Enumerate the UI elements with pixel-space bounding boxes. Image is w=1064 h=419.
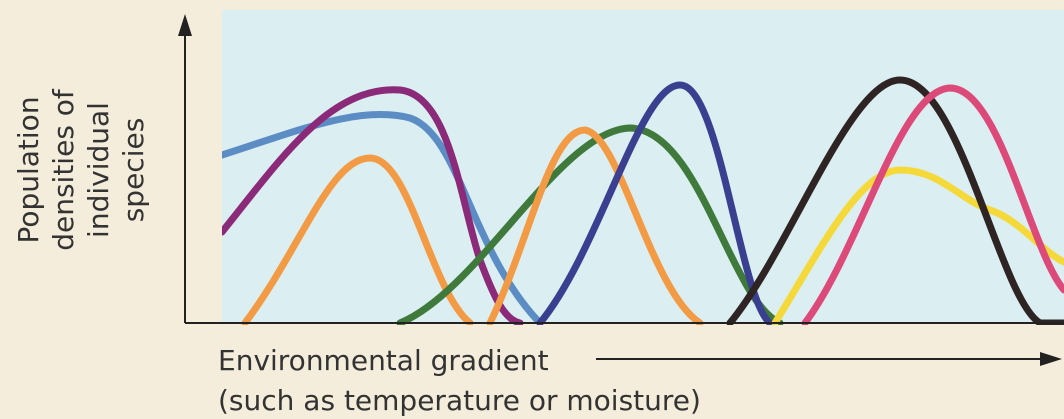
y-label-line: Population bbox=[12, 96, 45, 243]
x-label-line: Environmental gradient bbox=[218, 344, 549, 377]
species-curve bbox=[396, 124, 784, 325]
x-label-line: (such as temperature or moisture) bbox=[218, 384, 701, 417]
species-curve bbox=[241, 154, 474, 325]
plot-area bbox=[222, 10, 1064, 323]
y-label-line: species bbox=[117, 118, 150, 223]
species-curve bbox=[801, 84, 1064, 325]
y-label-line: individual bbox=[82, 102, 115, 238]
y-axis-arrow bbox=[178, 14, 192, 36]
species-curves bbox=[222, 76, 1064, 325]
species-curve bbox=[536, 81, 774, 325]
species-curve bbox=[771, 166, 1064, 325]
y-label-line: densities of bbox=[47, 88, 80, 251]
species-curve bbox=[486, 126, 704, 325]
species-curve bbox=[222, 86, 524, 325]
species-curve bbox=[222, 110, 544, 325]
y-label: Population densities of individual speci… bbox=[12, 88, 150, 251]
species-curve bbox=[726, 76, 1064, 325]
x-axis-arrow bbox=[1040, 352, 1062, 366]
